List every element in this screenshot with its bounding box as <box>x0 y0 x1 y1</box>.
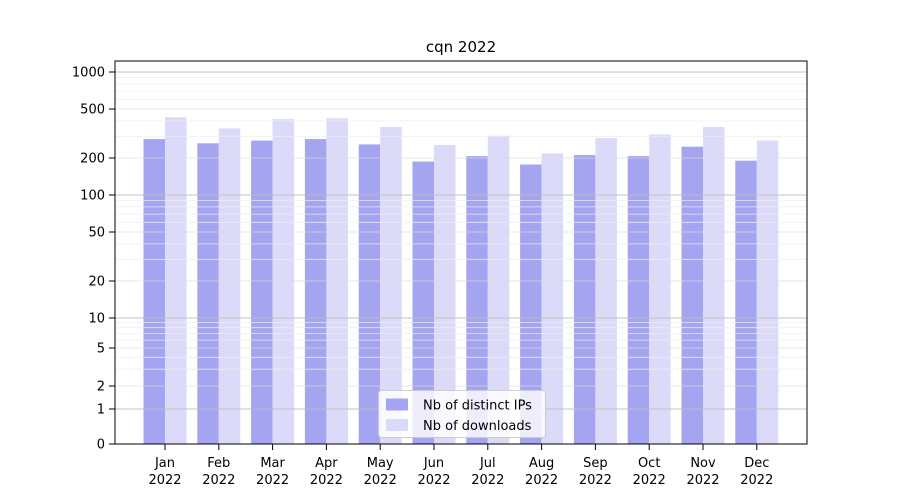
bar-sep-series0 <box>573 155 596 444</box>
legend-swatch-downloads <box>386 419 408 431</box>
xtick-sublabel-jul: 2022 <box>471 473 504 488</box>
ytick-label-10: 10 <box>88 312 105 327</box>
axes-layer: 0 1 2 5 10 20 50 100 200 500 1000 Jan 2022 Feb 2022 Mar… <box>72 66 773 489</box>
ytick-label-50: 50 <box>88 226 105 241</box>
xtick-label-jul: Jul <box>479 456 496 471</box>
ytick-label-1: 1 <box>97 403 105 418</box>
legend-box <box>378 390 546 438</box>
xtick-label-nov: Nov <box>690 456 716 471</box>
bar-dec-series1 <box>756 140 779 444</box>
xtick-sublabel-apr: 2022 <box>310 473 343 488</box>
bar-nov-series1 <box>703 127 725 444</box>
ytick-label-20: 20 <box>88 275 105 290</box>
xtick-sublabel-jan: 2022 <box>148 473 181 488</box>
bar-may-series0 <box>358 144 381 444</box>
xtick-sublabel-dec: 2022 <box>740 473 773 488</box>
bar-jan-series1 <box>165 117 187 444</box>
xtick-sublabel-sep: 2022 <box>579 473 612 488</box>
xtick-label-sep: Sep <box>583 456 608 471</box>
legend-label-downloads: Nb of downloads <box>423 419 532 434</box>
bar-oct-series0 <box>627 156 650 444</box>
xtick-label-oct: Oct <box>638 456 660 471</box>
xtick-label-may: May <box>367 456 394 471</box>
bar-jul-series1 <box>487 135 510 445</box>
ytick-label-500: 500 <box>80 103 105 118</box>
bar-jan-series0 <box>143 139 165 444</box>
xtick-sublabel-aug: 2022 <box>525 473 558 488</box>
bar-feb-series0 <box>197 143 219 445</box>
xtick-label-jun: Jun <box>423 456 444 471</box>
bar-aug-series0 <box>520 164 542 444</box>
ytick-label-2: 2 <box>97 380 105 395</box>
legend-swatch-distinct-ips <box>386 398 408 411</box>
plot-border <box>114 60 808 445</box>
xtick-label-dec: Dec <box>744 456 769 471</box>
bars-layer <box>143 117 779 445</box>
xtick-label-apr: Apr <box>315 456 338 471</box>
xtick-sublabel-mar: 2022 <box>256 473 289 488</box>
xtick-label-mar: Mar <box>260 456 285 471</box>
bar-nov-series0 <box>681 146 703 444</box>
ytick-label-100: 100 <box>80 189 105 204</box>
bar-may-series1 <box>380 127 402 444</box>
ytick-label-0: 0 <box>97 438 105 453</box>
legend: Nb of distinct IPs Nb of downloads <box>378 390 546 438</box>
xtick-label-jan: Jan <box>154 456 175 471</box>
legend-label-distinct-ips: Nb of distinct IPs <box>423 399 532 414</box>
ytick-label-5: 5 <box>97 342 105 357</box>
bar-apr-series0 <box>304 139 327 444</box>
bar-oct-series1 <box>649 134 671 444</box>
bar-dec-series0 <box>735 160 757 444</box>
ytick-label-1000: 1000 <box>72 66 105 81</box>
bar-aug-series1 <box>541 153 564 444</box>
chart-title: cqn 2022 <box>426 38 496 56</box>
xtick-label-feb: Feb <box>207 456 230 471</box>
bar-feb-series1 <box>218 128 241 444</box>
xtick-sublabel-may: 2022 <box>364 473 397 488</box>
bar-sep-series1 <box>595 138 617 444</box>
xtick-sublabel-feb: 2022 <box>202 473 235 488</box>
xtick-sublabel-nov: 2022 <box>686 473 719 488</box>
ytick-label-200: 200 <box>80 152 105 167</box>
xtick-sublabel-oct: 2022 <box>633 473 666 488</box>
bar-jul-series0 <box>466 156 488 444</box>
grid-layer <box>115 71 807 410</box>
xtick-sublabel-jun: 2022 <box>417 473 450 488</box>
xtick-label-aug: Aug <box>529 456 554 471</box>
bar-mar-series0 <box>251 140 273 444</box>
bar-mar-series1 <box>272 119 295 444</box>
